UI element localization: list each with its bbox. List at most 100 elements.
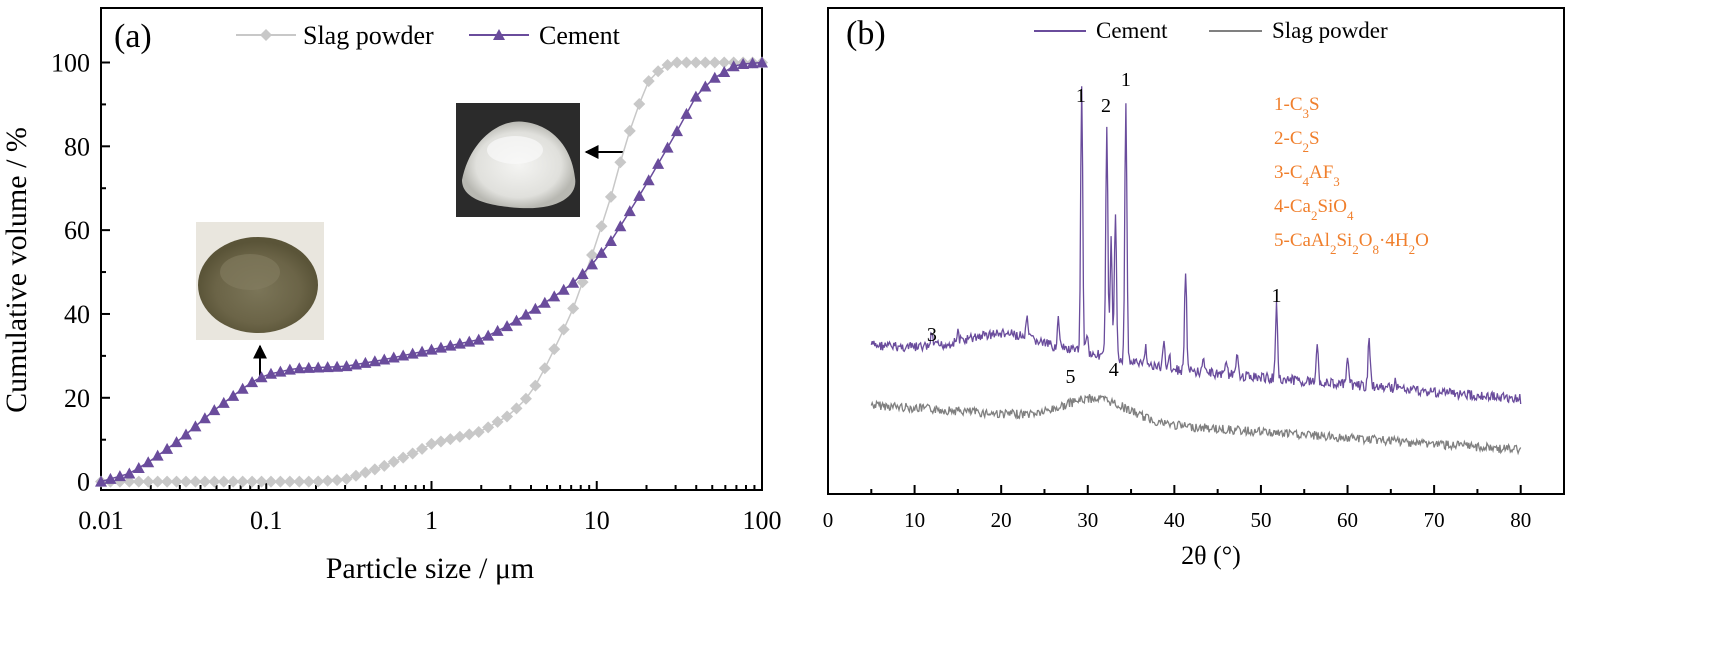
peak-label: 3: [927, 324, 937, 346]
cement-data-point: [595, 246, 608, 258]
series-line-cement: [870, 86, 1522, 405]
slag-data-point: [264, 475, 277, 488]
cement-data-point: [264, 367, 277, 379]
x-tick-label: 1: [425, 506, 438, 535]
cement-data-point: [444, 339, 457, 351]
cement-data-point: [274, 365, 287, 377]
x-tick-label: 10: [584, 506, 610, 535]
cement-data-point: [312, 361, 325, 373]
cement-data-point: [302, 361, 315, 373]
legend-cement-label: Cement: [539, 21, 621, 50]
cement-data-point: [718, 65, 731, 77]
peak-label: 5: [1065, 366, 1075, 388]
cement-data-point: [652, 157, 665, 169]
cement-data-point: [397, 349, 410, 361]
slag-data-point: [604, 190, 617, 203]
cement-data-point: [104, 472, 117, 484]
cement-data-point: [123, 467, 136, 479]
slag-data-point: [595, 220, 608, 233]
slag-data-point: [614, 156, 627, 169]
slag-data-point: [246, 475, 259, 488]
series-line-slag-powder: [870, 393, 1522, 456]
slag-data-point: [142, 475, 155, 488]
phase-legend-item: 1-C3S: [1274, 94, 1320, 121]
slag-data-point: [680, 56, 693, 69]
panel-b: (b) Cement Slag powder 0 10 20 30 40 50 60 70 80…: [823, 7, 1565, 570]
panel-b-tick-labels: 0 10 20 30 40 50 60 70 80: [823, 508, 1531, 532]
phase-legend-item: 5-CaAl2Si2O8·4H2O: [1274, 230, 1429, 257]
slag-data-point: [434, 435, 447, 448]
slag-data-point: [576, 276, 589, 289]
phase-legend-item: 4-Ca2SiO4: [1274, 196, 1354, 223]
slag-data-point: [170, 475, 183, 488]
slag-data-point: [482, 421, 495, 434]
cement-data-point: [208, 404, 221, 416]
slag-data-point: [529, 379, 542, 392]
cement-data-point: [293, 362, 306, 374]
y-tick-label: 100: [51, 48, 90, 77]
slag-data-point: [397, 451, 410, 464]
panel-a-ylabel: Cumulative volume / %: [0, 127, 33, 413]
cement-data-point: [255, 371, 268, 383]
panel-b-label: (b): [846, 15, 886, 52]
cement-data-point: [463, 335, 476, 347]
cement-data-point: [227, 389, 240, 401]
slag-data-point: [132, 475, 145, 488]
slag-data-point: [501, 410, 514, 423]
slag-data-point: [349, 469, 362, 482]
cement-data-point: [132, 461, 145, 473]
x-tick-label: 0.01: [78, 506, 124, 535]
cement-data-point: [699, 80, 712, 92]
cement-data-point: [387, 351, 400, 363]
cement-data-point: [689, 90, 702, 102]
cement-data-point: [746, 57, 759, 69]
cement-data-point: [548, 290, 561, 302]
cement-data-point: [434, 341, 447, 353]
cement-data-point: [510, 314, 523, 326]
x-tick-label: 0: [823, 508, 834, 532]
panel-a-label: (a): [114, 18, 152, 55]
cement-data-point: [472, 333, 485, 345]
slag-data-point: [208, 475, 221, 488]
slag-data-point: [472, 425, 485, 438]
cement-data-point: [425, 343, 438, 355]
cement-data-point: [623, 205, 636, 217]
peak-label: 1: [1272, 285, 1282, 307]
cement-data-point: [189, 420, 202, 432]
slag-data-point: [633, 98, 646, 111]
slag-data-point: [161, 475, 174, 488]
slag-data-point: [444, 433, 457, 446]
cement-data-point: [349, 358, 362, 370]
cement-data-point: [614, 220, 627, 232]
slag-data-point: [623, 124, 636, 137]
cement-data-point: [680, 107, 693, 119]
cement-data-point: [586, 258, 599, 270]
panel-a-tick-labels: 0.01 0.1 1 10 100 0 20 40 60 80 100: [51, 48, 782, 535]
slag-data-point: [689, 56, 702, 69]
slag-data-point: [718, 56, 731, 69]
slag-data-point: [463, 428, 476, 441]
cement-data-point: [95, 475, 107, 487]
slag-data-point: [359, 466, 372, 479]
panel-a-xlabel: Particle size / μm: [326, 552, 535, 585]
slag-data-point: [491, 415, 504, 428]
cement-data-point: [161, 442, 174, 454]
slag-data-point: [416, 442, 429, 455]
slag-data-point: [283, 475, 296, 488]
slag-data-point: [236, 475, 249, 488]
slag-data-point: [425, 437, 438, 450]
cement-data-point: [217, 396, 230, 408]
slag-data-point: [548, 343, 561, 356]
y-tick-label: 20: [64, 384, 90, 413]
x-tick-label: 0.1: [250, 506, 283, 535]
slag-data-point: [406, 447, 419, 460]
cement-data-point: [567, 276, 580, 288]
slag-data-point: [567, 302, 580, 315]
peak-label: 2: [1101, 95, 1111, 117]
cement-data-point: [246, 376, 259, 388]
cement-data-point: [416, 345, 429, 357]
cement-data-point: [557, 283, 570, 295]
panel-b-series: [870, 86, 1522, 456]
cement-data-point: [538, 296, 551, 308]
